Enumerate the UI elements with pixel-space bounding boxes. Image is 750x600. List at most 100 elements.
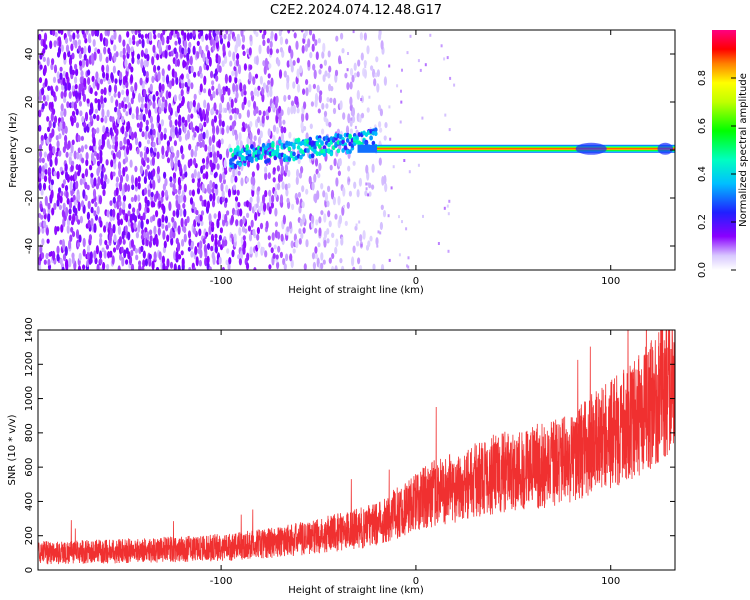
spectrogram-noise-cell xyxy=(254,211,258,221)
spectrogram-noise-cell xyxy=(59,72,63,80)
spectrogram-noise-cell xyxy=(149,115,153,124)
spectrogram-noise-cell xyxy=(302,213,306,223)
spectrogram-noise-cell xyxy=(317,242,321,248)
spectrogram-noise-cell xyxy=(287,94,291,100)
spectrogram-noise-cell xyxy=(67,82,71,91)
spectrogram-noise-cell xyxy=(71,101,75,109)
spectrogram-noise-cell xyxy=(203,199,207,207)
spectrogram-noise-cell xyxy=(192,45,196,55)
spectrogram-noise-cell xyxy=(134,177,138,188)
spectrogram-noise-cell xyxy=(327,72,331,79)
spectrogram-noise-cell xyxy=(323,110,328,117)
spectrogram-noise-cell xyxy=(210,233,215,243)
spectrogram-noise-cell xyxy=(236,108,240,115)
spectrogram-noise-cell xyxy=(211,85,215,91)
spectrogram-noise-cell xyxy=(271,232,275,241)
spectrogram-signal-line xyxy=(377,148,675,150)
spectrogram-noise-cell xyxy=(213,213,217,219)
spectrogram-noise-cell xyxy=(287,169,291,177)
spectrogram-noise-cell xyxy=(258,44,262,55)
spectrogram-noise-cell xyxy=(215,125,220,135)
spectrogram-noise-cell xyxy=(347,113,351,124)
spectrogram-noise-cell xyxy=(274,221,278,227)
spectrogram-noise-cell xyxy=(174,161,178,172)
spectrogram-noise-cell xyxy=(232,82,236,93)
spectrogram-noise-cell xyxy=(241,101,245,111)
spectrogram-noise-cell xyxy=(220,138,224,145)
spectrogram-noise-cell xyxy=(270,30,274,39)
spectrogram-noise-cell xyxy=(92,157,96,165)
spectrogram-noise-cell xyxy=(59,258,63,265)
spectrogram-noise-cell xyxy=(275,254,279,260)
spectrogram-noise-cell xyxy=(122,39,126,47)
spectrogram-noise-cell xyxy=(243,240,247,249)
spectrogram-noise-cell xyxy=(338,158,342,167)
spectrogram-noise-cell xyxy=(117,194,121,202)
spectrogram-noise-cell xyxy=(134,165,138,173)
spectrogram-noise-cell xyxy=(334,213,338,220)
spectrogram-noise-cell xyxy=(77,135,81,142)
spectrogram-noise-cell xyxy=(117,91,121,99)
spectrogram-noise-cell xyxy=(192,99,196,108)
spectrogram-noise-cell xyxy=(300,166,304,174)
spectrogram-noise-cell xyxy=(96,114,100,122)
spectrogram-noise-cell xyxy=(378,30,382,37)
spectrogram-signal-cell xyxy=(329,151,334,157)
spectrogram-signal-cell xyxy=(296,145,301,150)
spectrogram-noise-cell xyxy=(69,181,73,191)
spectrogram-noise-cell xyxy=(142,160,146,167)
spectrogram-noise-cell xyxy=(128,203,132,210)
spectrogram-noise-cell xyxy=(140,112,144,121)
y-tick-label: -40 xyxy=(24,238,35,254)
spectrogram-noise-cell xyxy=(151,260,155,270)
spectrogram-noise-cell xyxy=(407,256,410,260)
spectrogram-noise-cell xyxy=(181,239,185,247)
spectrogram-noise-cell xyxy=(145,125,149,132)
spectrogram-noise-cell xyxy=(234,209,238,216)
spectrogram-noise-cell xyxy=(258,136,262,145)
spectrogram-noise-cell xyxy=(56,226,60,232)
spectrogram-noise-cell xyxy=(326,97,330,103)
y-tick-label: 0 xyxy=(24,147,35,153)
spectrogram-noise-cell xyxy=(152,44,156,54)
spectrogram-noise-cell xyxy=(58,133,62,140)
colorbar-tick-label: 0.2 xyxy=(697,214,708,230)
spectrogram-noise-cell xyxy=(317,38,321,44)
spectrogram-noise-cell xyxy=(304,43,308,52)
spectrogram-noise-cell xyxy=(189,32,193,40)
spectrogram-noise-cell xyxy=(375,56,379,63)
spectrogram-noise-cell xyxy=(106,109,110,118)
spectrogram-noise-cell xyxy=(280,30,284,32)
spectrogram-noise-cell xyxy=(287,30,291,34)
spectrogram-noise-cell xyxy=(277,182,281,191)
spectrogram-noise-cell xyxy=(277,59,281,67)
spectrogram-noise-cell xyxy=(84,194,88,201)
spectrogram-noise-cell xyxy=(149,235,153,242)
spectrogram-noise-cell xyxy=(99,267,103,270)
spectrogram-noise-cell xyxy=(117,265,121,270)
spectrogram-signal-cell xyxy=(374,127,378,133)
spectrogram-noise-cell xyxy=(138,220,142,229)
spectrogram-noise-cell xyxy=(167,44,171,51)
spectrogram-noise-cell xyxy=(46,138,50,145)
spectrogram-signal-cell xyxy=(287,146,292,152)
spectrogram-noise-cell xyxy=(365,182,368,186)
spectrogram-noise-cell xyxy=(227,41,231,48)
spectrogram-noise-cell xyxy=(380,264,385,270)
spectrogram-noise-cell xyxy=(337,195,341,206)
spectrogram-noise-cell xyxy=(118,34,122,43)
spectrogram-noise-cell xyxy=(57,192,61,202)
spectrogram-noise-cell xyxy=(45,252,49,260)
spectrogram-noise-cell xyxy=(356,240,360,247)
spectrogram-noise-cell xyxy=(250,90,254,97)
y-tick-label: 200 xyxy=(24,526,35,545)
spectrogram-noise-cell xyxy=(311,215,315,224)
spectrogram-noise-cell xyxy=(136,58,140,65)
spectrogram-noise-cell xyxy=(388,258,391,262)
spectrogram-noise-cell xyxy=(237,254,241,260)
spectrogram-noise-cell xyxy=(105,71,109,81)
spectrogram-noise-cell xyxy=(113,234,117,243)
spectrogram-noise-cell xyxy=(56,245,60,255)
spectrogram-noise-cell xyxy=(305,188,309,195)
spectrogram-noise-cell xyxy=(225,30,229,35)
